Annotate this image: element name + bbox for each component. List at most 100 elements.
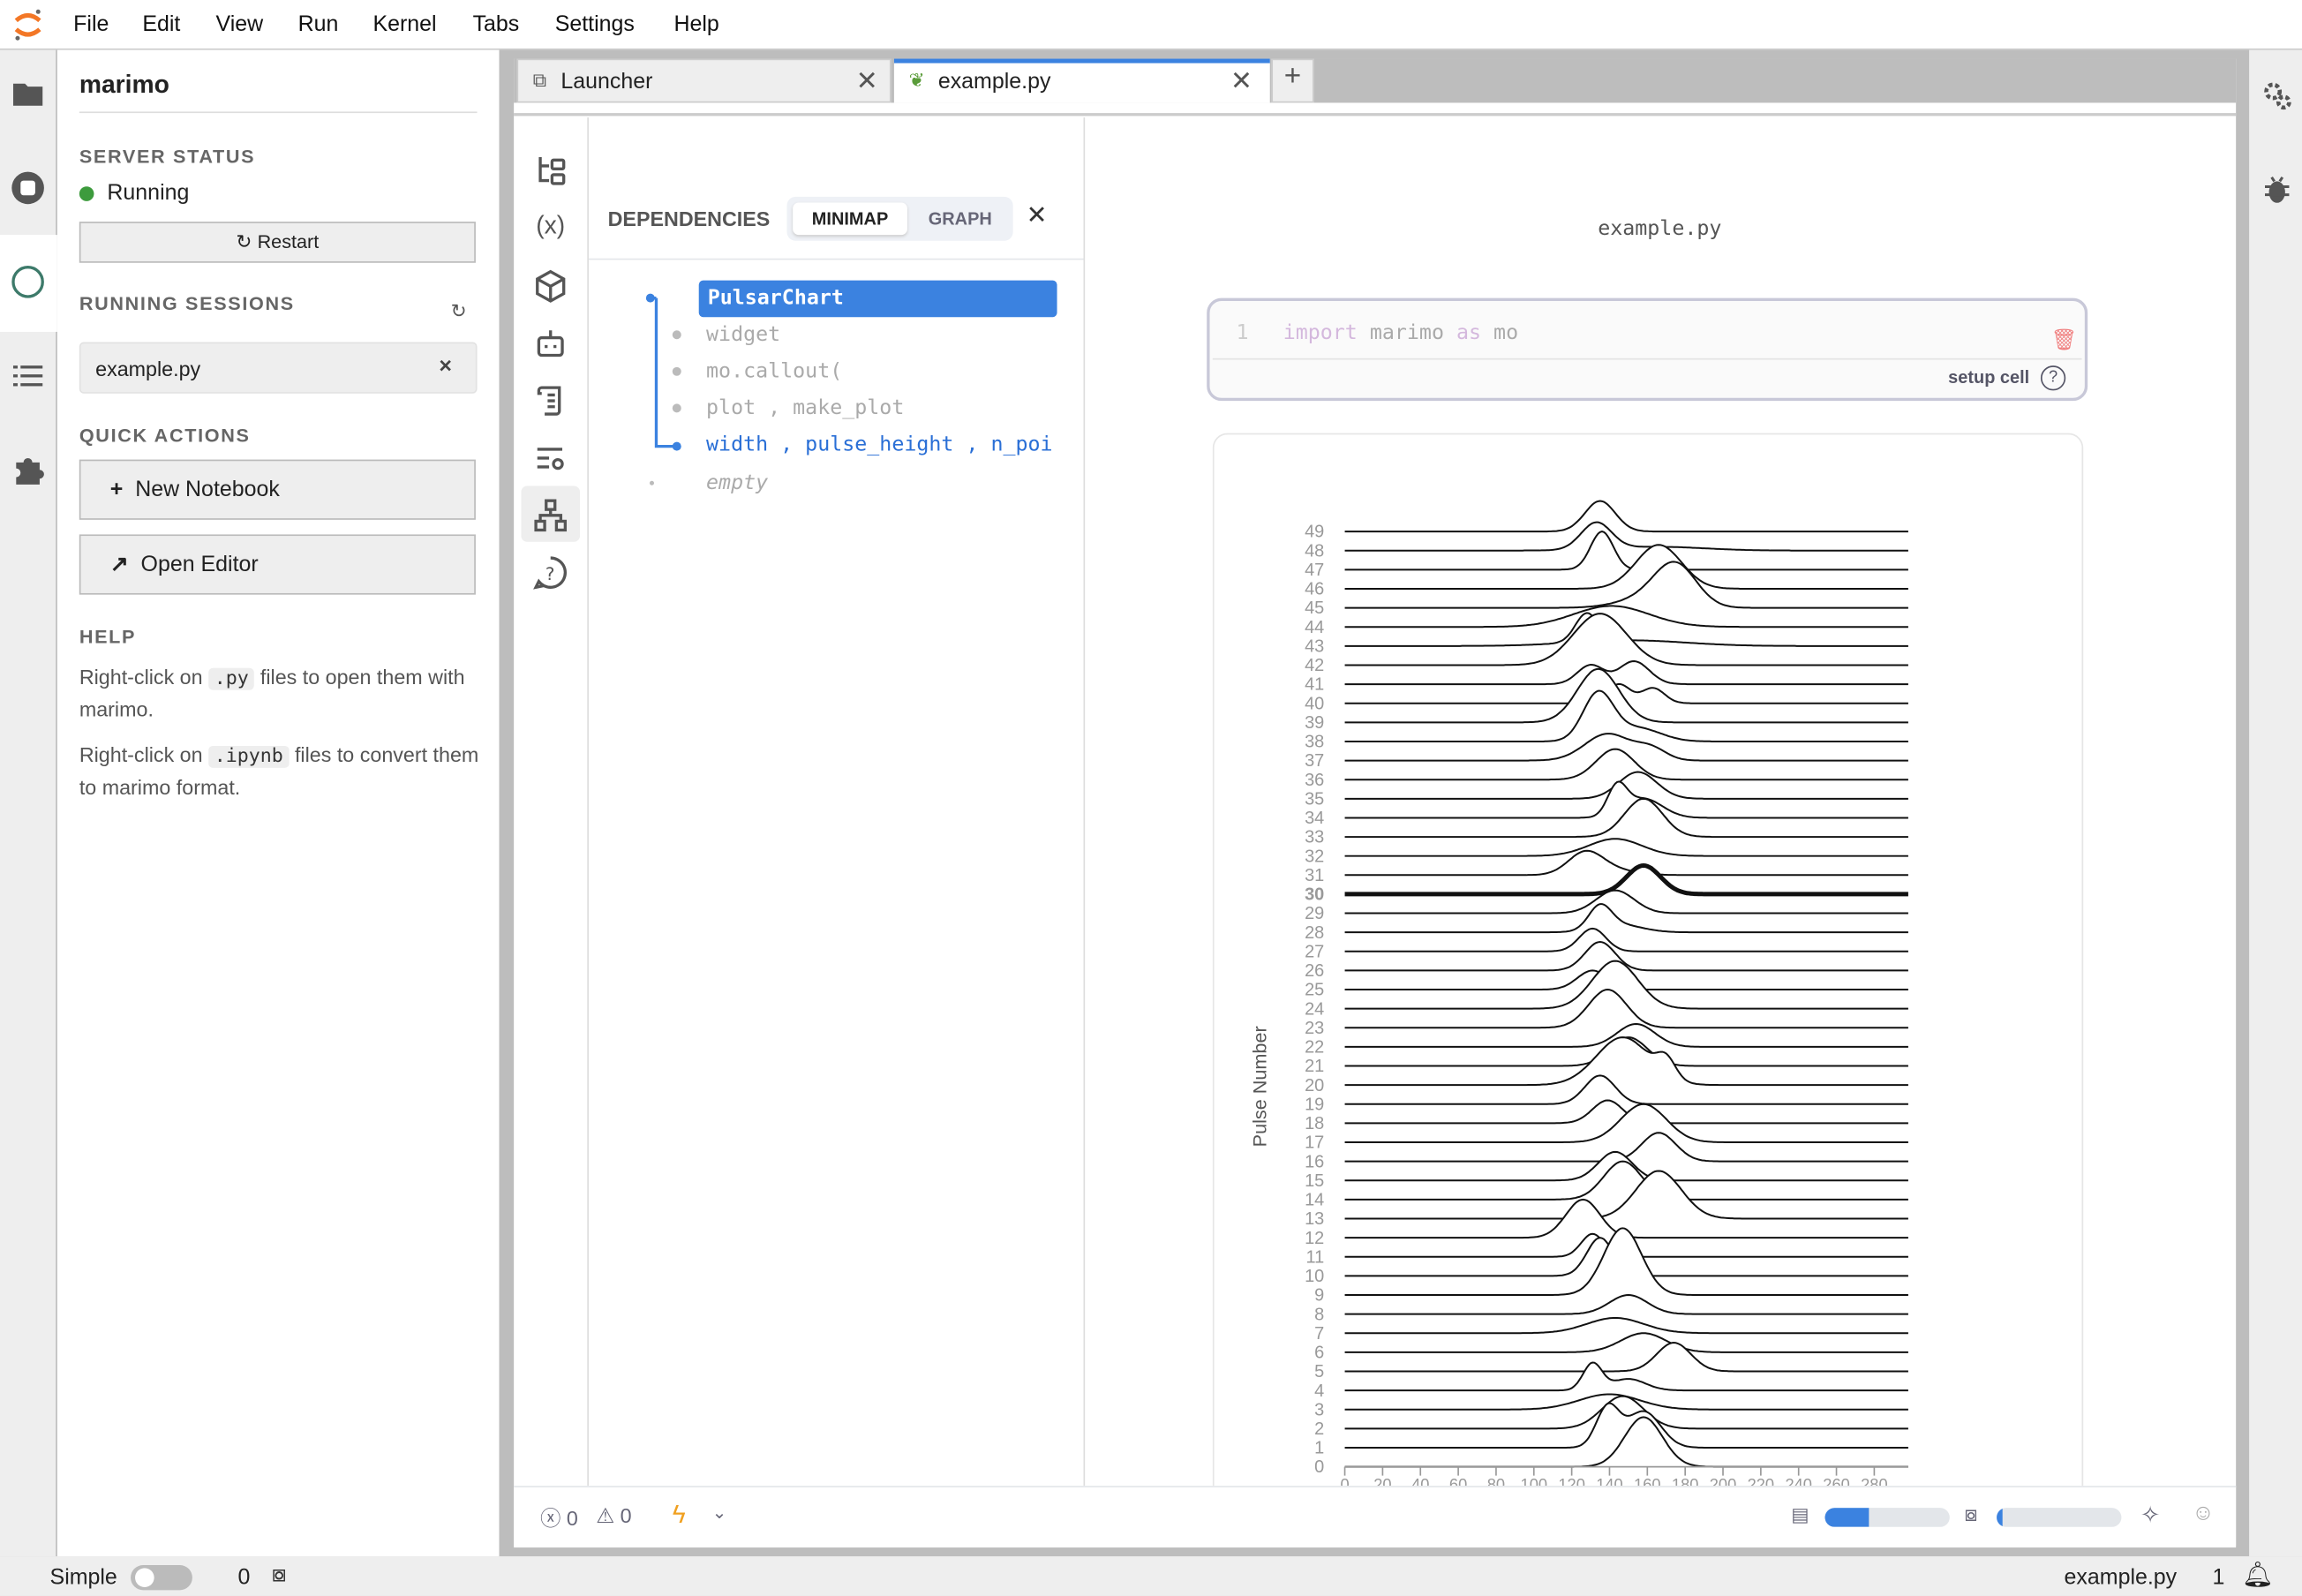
pulse-line-46 [1344,544,1908,590]
warnings-indicator[interactable]: ⚠ 0 [596,1503,632,1527]
pulse-fill [1344,1396,1908,1431]
pulse-line-31 [1344,849,1908,877]
y-tick-label: 47 [1305,561,1324,580]
variables-icon[interactable]: (x) [536,211,566,240]
simple-mode-toggle[interactable] [131,1565,192,1591]
scroll-docs-icon[interactable] [533,383,568,418]
pulse-fill [1344,1228,1908,1297]
search-list-icon[interactable] [533,440,568,476]
pulse-line-33 [1344,797,1908,839]
menu-edit[interactable]: Edit [142,11,181,37]
ai-bot-icon[interactable] [533,326,568,361]
notebook-filename: example.py [1598,217,1722,241]
y-tick-label: 9 [1314,1286,1324,1306]
new-notebook-button[interactable]: + New Notebook [79,459,476,520]
pulse-line-30 [1344,862,1908,897]
new-tab-button[interactable]: + [1271,58,1314,103]
y-tick-label: 42 [1305,656,1324,675]
menu-view[interactable]: View [215,11,264,37]
dep-item-selected[interactable]: PulsarChart [698,280,1057,318]
bell-icon[interactable]: 🔔︎ [2241,1561,2274,1589]
pulse-line-5 [1344,1342,1908,1373]
kernel-count[interactable]: 0 [237,1565,251,1591]
notebook-status-bar: ⓧ 0 ⚠ 0 ϟ ⌄ ▤ ⧇ ✧ ☺ [514,1486,2237,1548]
y-tick-label: 10 [1305,1267,1324,1286]
kernel-chip-icon: ⧇ [271,1562,287,1587]
server-status-heading: SERVER STATUS [79,145,256,168]
notification-count[interactable]: 1 [2212,1565,2225,1591]
main-area: ⧉ Launcher ✕ ❦ example.py ✕ + (x) ? DEPE… [514,58,2237,1548]
open-editor-button[interactable]: ↗ Open Editor [79,534,476,595]
setup-cell[interactable]: 1 import marimo as mo 🗑 setup cell ? [1207,297,2088,402]
code-editor[interactable]: import marimo as mo [1283,321,1519,345]
x-tick-label: 180 [1672,1475,1699,1486]
close-tab-icon[interactable]: ✕ [1230,65,1253,96]
dep-item[interactable]: widget [706,322,781,347]
memory-usage-bar [1824,1508,1950,1527]
right-sidebar [2249,49,2302,1557]
session-item[interactable]: example.py × [79,342,478,394]
restart-icon: ↻ [236,230,258,253]
pulse-fill [1344,1317,1908,1335]
y-tick-label: 28 [1305,923,1324,943]
y-tick-label: 43 [1305,636,1324,656]
errors-indicator[interactable]: ⓧ 0 [540,1506,578,1531]
file-tree-icon[interactable] [533,153,568,188]
dep-item-dependency[interactable]: width , pulse_height , n_poi [706,433,1053,457]
tab-label: example.py [937,69,1051,94]
debugger-bug-icon[interactable] [2261,173,2293,206]
folder-icon[interactable] [11,76,46,111]
help-circle-icon[interactable]: ? [2040,365,2066,391]
help-bubble-icon[interactable]: ? [533,555,568,591]
property-inspector-gears-icon[interactable] [2261,79,2293,112]
menu-settings[interactable]: Settings [554,11,635,37]
menu-kernel[interactable]: Kernel [372,11,437,37]
pulse-fill [1344,749,1908,781]
toggle-graph[interactable]: GRAPH [928,208,992,230]
tab-launcher[interactable]: ⧉ Launcher ✕ [516,58,891,103]
tab-example-py[interactable]: ❦ example.py ✕ [893,58,1270,103]
y-tick-label: 26 [1305,961,1324,981]
session-name: example.py [95,357,201,380]
refresh-sessions-icon[interactable]: ↻ [450,299,467,322]
menu-tabs[interactable]: Tabs [472,11,520,37]
close-panel-icon[interactable]: ✕ [1026,200,1048,230]
running-stop-icon[interactable] [11,170,46,206]
restart-button[interactable]: ↻ Restart [79,222,476,263]
pulse-line-22 [1344,1022,1908,1048]
close-session-icon[interactable]: × [439,353,452,380]
dep-item[interactable]: mo.callout( [706,359,843,384]
y-tick-label: 38 [1305,733,1324,752]
menu-run[interactable]: Run [297,11,339,37]
x-tick-label: 120 [1558,1475,1585,1486]
y-tick-label: 15 [1305,1171,1324,1191]
x-tick-label: 280 [1861,1475,1888,1486]
toggle-minimap[interactable]: MINIMAP [793,202,907,236]
dependency-graph-icon[interactable] [533,498,568,533]
y-tick-label: 11 [1306,1247,1325,1267]
quick-actions-heading: QUICK ACTIONS [79,424,251,447]
table-of-contents-icon[interactable] [11,358,46,394]
pulse-line-26 [1344,940,1908,972]
memory-icon: ▤ [1791,1503,1809,1526]
pulse-fill [1344,1161,1908,1201]
y-tick-label: 18 [1305,1114,1324,1133]
chevron-down-icon[interactable]: ⌄ [711,1502,727,1523]
lightning-icon[interactable]: ϟ [672,1500,686,1529]
running-sessions-heading: RUNNING SESSIONS [79,291,295,314]
menu-file[interactable]: File [73,11,109,37]
menu-help[interactable]: Help [673,11,719,37]
pulse-line-36 [1344,748,1908,781]
dep-item[interactable]: plot , make_plot [706,396,905,420]
marimo-icon[interactable] [11,264,46,299]
close-tab-icon[interactable]: ✕ [855,65,878,96]
package-cube-icon[interactable] [533,268,568,304]
delete-cell-icon[interactable]: 🗑 [2050,327,2078,351]
y-tick-label: 4 [1314,1381,1324,1401]
y-tick-label: 25 [1305,981,1324,1000]
copilot-icon[interactable]: ☺ [2192,1500,2215,1526]
ai-sparkle-icon[interactable]: ✧ [2140,1503,2161,1529]
extensions-puzzle-icon[interactable] [11,452,46,487]
x-tick-label: 240 [1785,1475,1812,1486]
menu-bar: File Edit View Run Kernel Tabs Settings … [0,0,2302,50]
